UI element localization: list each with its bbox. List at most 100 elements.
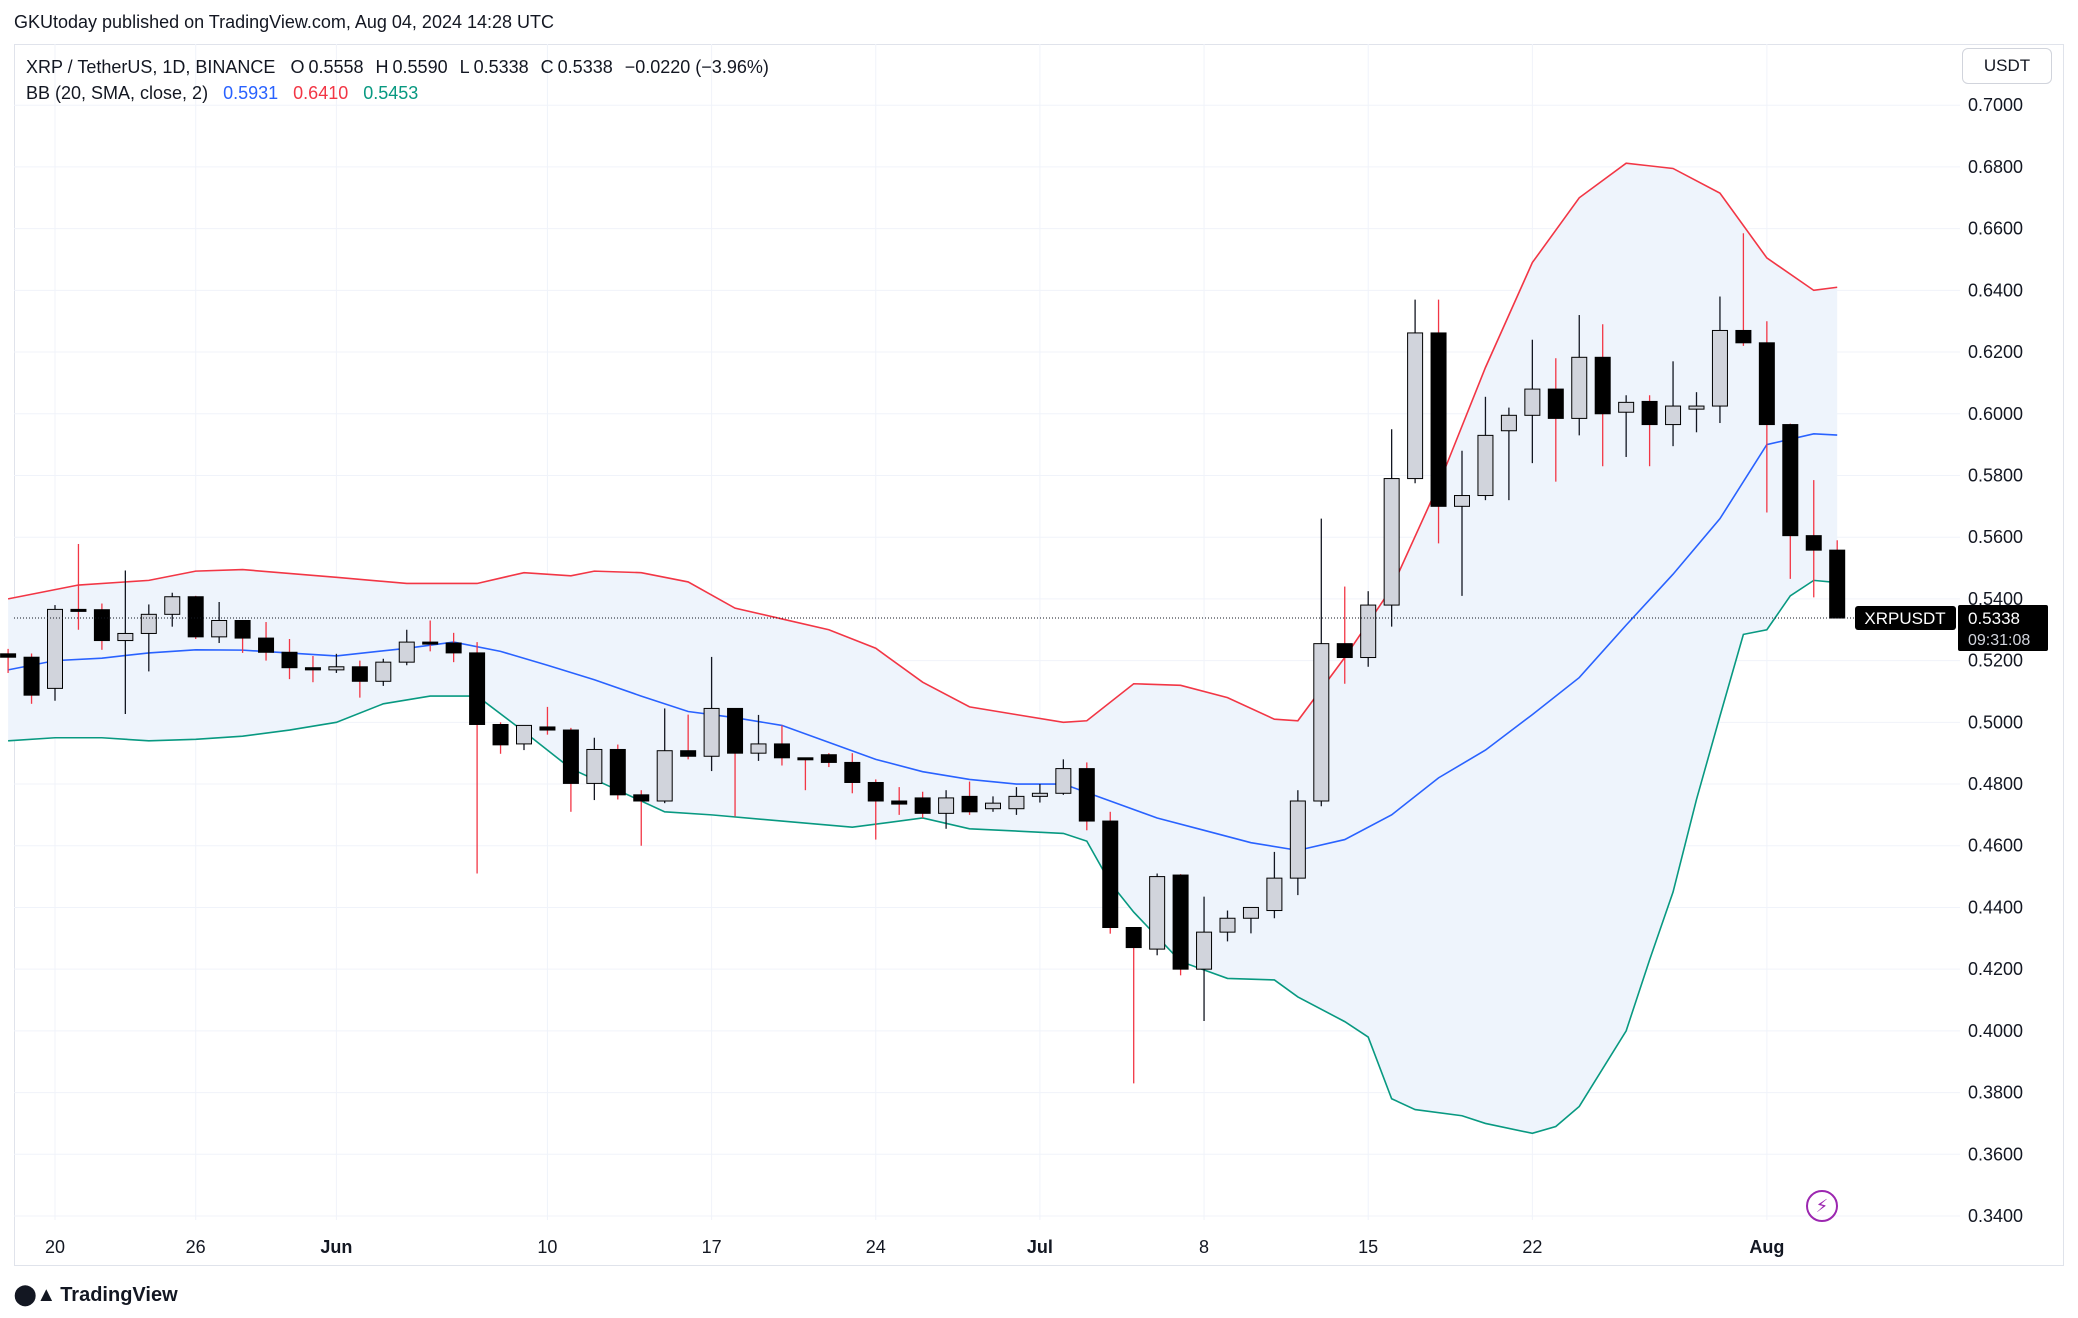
candle-body [0, 653, 17, 658]
y-tick-label: 0.7000 [1968, 95, 2023, 115]
candle-body [1125, 927, 1142, 949]
candle [1688, 392, 1705, 433]
candle [1172, 874, 1189, 976]
candle-body [891, 800, 908, 805]
candle-body [47, 608, 63, 689]
candle [1289, 790, 1306, 896]
candle [1360, 591, 1377, 667]
candle-body [23, 656, 40, 696]
candle-body [1266, 877, 1283, 912]
legend-ohlc-row: XRP / TetherUS, 1D, BINANCE O 0.5558 H 0.55… [26, 54, 773, 80]
candle-body [140, 613, 157, 634]
candle-body [1102, 820, 1119, 929]
y-tick-label: 0.6400 [1968, 280, 2023, 300]
y-tick-label: 0.3600 [1968, 1144, 2023, 1164]
candle [1407, 299, 1424, 484]
candle [820, 753, 837, 768]
candle-body [985, 802, 1001, 810]
legend-high-label: H [375, 57, 389, 77]
candle-body [1711, 329, 1728, 407]
y-tick-label: 0.5800 [1968, 465, 2023, 485]
x-tick-label: 26 [186, 1237, 206, 1257]
candle-body [1196, 931, 1213, 970]
candle-body [1641, 400, 1658, 426]
candle [1031, 784, 1048, 803]
candle-body [211, 619, 228, 638]
legend: XRP / TetherUS, 1D, BINANCE O 0.5558 H 0.55… [26, 54, 773, 106]
x-tick-label: 22 [1522, 1237, 1542, 1257]
candle [1524, 339, 1541, 464]
y-tick-label: 0.4000 [1968, 1021, 2023, 1041]
candle-body [1688, 405, 1705, 410]
candle [609, 744, 626, 800]
currency-button[interactable]: USDT [1962, 48, 2052, 84]
candle-body [258, 637, 275, 653]
x-tick-label: 15 [1358, 1237, 1378, 1257]
candle [1641, 395, 1658, 467]
candle [164, 592, 181, 627]
x-tick-label: 10 [537, 1237, 557, 1257]
bollinger-basis-line [7, 433, 1838, 852]
candle-body [656, 750, 673, 802]
candle-body [727, 707, 744, 754]
candle-body [1571, 356, 1588, 419]
candle [1829, 540, 1846, 619]
candle-body [914, 797, 931, 814]
candle-body [1805, 535, 1822, 551]
legend-symbol: XRP / TetherUS, 1D, BINANCE [26, 57, 276, 77]
last-price-tag: XRPUSDT 0.5338 09:31:08 [1855, 605, 2048, 652]
candle [1454, 450, 1470, 596]
y-tick-label: 0.3400 [1968, 1206, 2023, 1226]
candle-body [70, 608, 87, 612]
candle-body [1477, 434, 1494, 497]
candle-body [93, 609, 110, 642]
candle [1711, 296, 1728, 424]
candle [375, 658, 392, 686]
candle-body [820, 754, 837, 763]
candle-body [1454, 495, 1470, 507]
price-tag-countdown: 09:31:08 [1968, 632, 2030, 649]
candle [938, 790, 955, 829]
candle [773, 725, 790, 766]
lightning-icon[interactable]: ⚡︎ [1806, 1190, 1838, 1222]
candle [727, 707, 744, 817]
candle-body [281, 651, 298, 669]
candle [1805, 480, 1822, 598]
x-tick-label: 17 [702, 1237, 722, 1257]
legend-bb-basis: 0.5931 [223, 83, 279, 103]
candle-body [1524, 388, 1541, 416]
candle [680, 714, 697, 760]
candle-body [422, 641, 439, 645]
candle [304, 655, 321, 683]
bollinger-lines [7, 162, 1838, 1135]
candle [1313, 518, 1330, 807]
legend-close-value: 0.5338 [557, 57, 613, 77]
candle-body [609, 748, 626, 796]
candle [656, 708, 673, 804]
candle-body [187, 596, 204, 638]
candle [914, 791, 931, 818]
publisher-caption: GKUtoday published on TradingView.com, A… [14, 12, 555, 32]
bollinger-lower-line [8, 579, 1838, 1135]
candle [562, 727, 579, 812]
candle-body [1242, 906, 1259, 919]
candle-body [1618, 401, 1635, 413]
x-tick-label: Jun [320, 1237, 352, 1257]
symbol-tag-bg [1855, 606, 1956, 631]
candle-body [961, 795, 978, 813]
candle [117, 570, 134, 714]
legend-low-value: 0.5338 [473, 57, 529, 77]
candle-body [351, 666, 368, 682]
tradingview-logo-icon: ⬤▲ [14, 1284, 57, 1306]
legend-open-label: O [290, 57, 305, 77]
legend-low-label: L [459, 57, 470, 77]
candle [539, 706, 556, 735]
candle [1242, 906, 1259, 934]
legend-change: −0.0220 (−3.96%) [624, 57, 769, 77]
candle [422, 620, 439, 652]
candle [1055, 759, 1072, 795]
candle [187, 595, 204, 640]
candle [586, 737, 603, 801]
candle [1477, 396, 1494, 501]
